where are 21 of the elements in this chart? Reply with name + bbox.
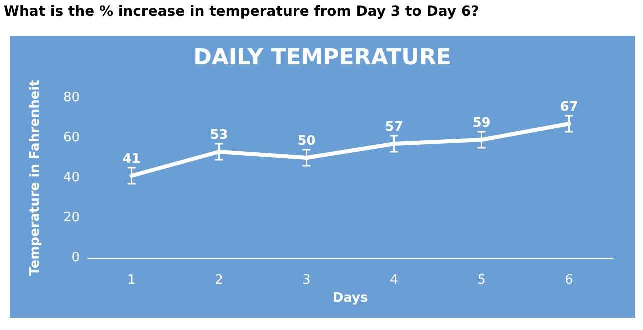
- x-tick-label: 2: [215, 273, 224, 288]
- y-tick-label: 0: [72, 250, 80, 266]
- text: What is the % increase in temperature from Day 3 to Day 6?: [4, 4, 480, 20]
- data-label: 67: [560, 100, 578, 115]
- data-label: 53: [210, 128, 228, 143]
- y-tick-label: 40: [63, 170, 80, 186]
- data-label: 50: [298, 134, 316, 149]
- x-tick-label: 5: [478, 273, 486, 288]
- chart-title: DAILY TEMPERATURE: [194, 46, 452, 70]
- x-axis-title: Days: [332, 291, 368, 306]
- data-label: 41: [122, 152, 141, 167]
- y-tick-label: 60: [63, 130, 80, 146]
- x-tick-label: 4: [390, 273, 398, 288]
- y-axis-title: Temperature in Fahrenheit: [28, 80, 43, 276]
- y-tick-label: 80: [63, 90, 80, 106]
- data-label: 57: [385, 120, 404, 135]
- data-label: 59: [472, 116, 491, 131]
- x-tick-label: 3: [302, 273, 311, 288]
- x-tick-label: 6: [565, 273, 574, 288]
- x-tick-label: 1: [128, 273, 136, 288]
- y-tick-label: 20: [63, 210, 80, 226]
